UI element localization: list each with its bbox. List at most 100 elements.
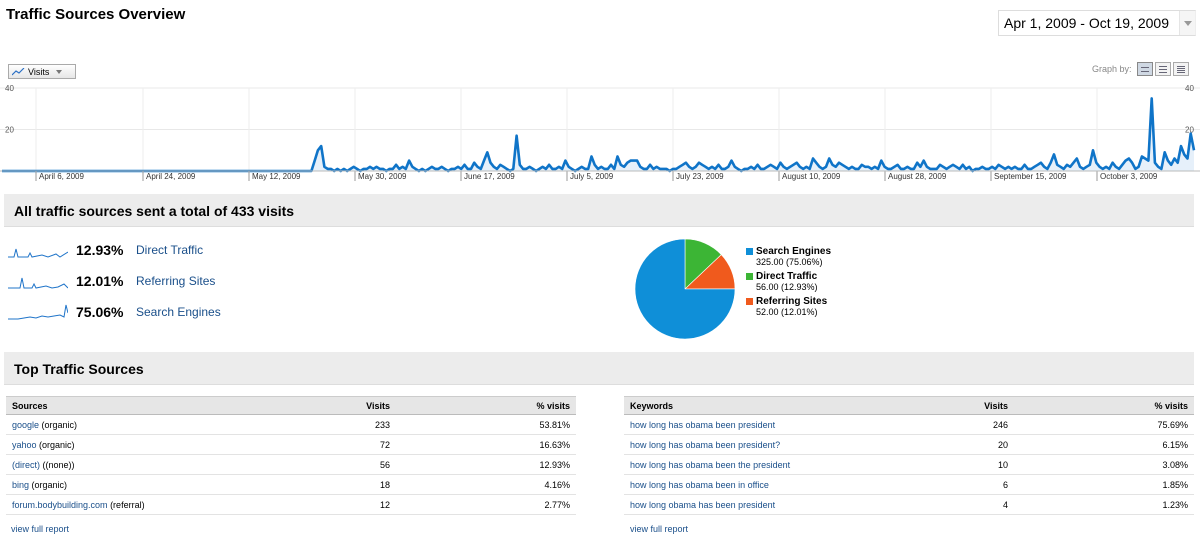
month-view-icon[interactable] bbox=[1172, 62, 1189, 76]
x-tick-label: July 5, 2009 bbox=[570, 172, 614, 181]
row-label: how long has obama been president bbox=[624, 414, 954, 435]
row-link[interactable]: how long has obama been the president bbox=[630, 459, 791, 470]
row-visits: 12 bbox=[336, 494, 396, 515]
legend-value: 325.00 (75.06%) bbox=[756, 257, 823, 267]
col-sources[interactable]: Sources bbox=[6, 396, 336, 415]
row-label: bing (organic) bbox=[6, 474, 336, 495]
row-visits: 233 bbox=[336, 414, 396, 435]
row-label: how long has obama been in office bbox=[624, 474, 954, 495]
row-pct: 4.16% bbox=[396, 474, 576, 495]
row-suffix: ((none)) bbox=[40, 459, 75, 470]
x-tick-label: August 28, 2009 bbox=[888, 172, 947, 181]
x-tick-label: May 30, 2009 bbox=[358, 172, 407, 181]
row-link[interactable]: yahoo bbox=[12, 439, 37, 450]
row-link[interactable]: forum.bodybuilding.com bbox=[12, 499, 108, 510]
col-pct-visits[interactable]: % visits bbox=[396, 396, 576, 415]
row-link[interactable]: how long has obama been in office bbox=[630, 479, 769, 490]
row-pct: 1.85% bbox=[1014, 474, 1194, 495]
legend-value: 52.00 (12.01%) bbox=[756, 307, 818, 317]
chevron-down-icon[interactable] bbox=[1179, 11, 1195, 35]
visits-line-chart[interactable]: 40 40 20 20 April 6, 2009 April 24, 2009 May 1… bbox=[0, 80, 1200, 185]
y-tick-label-right: 20 bbox=[1185, 126, 1194, 135]
stat-pct: 12.01% bbox=[76, 273, 124, 289]
row-visits: 18 bbox=[336, 474, 396, 495]
row-label: forum.bodybuilding.com (referral) bbox=[6, 494, 336, 515]
col-visits[interactable]: Visits bbox=[336, 396, 396, 415]
row-link[interactable]: how long obama has been president bbox=[630, 499, 776, 510]
table-row: how long has obama been president 246 75.6… bbox=[624, 414, 1194, 435]
stat-link-search[interactable]: Search Engines bbox=[136, 305, 221, 319]
row-label: how long has obama been the president bbox=[624, 454, 954, 475]
keywords-view-full-report[interactable]: view full report bbox=[630, 524, 689, 534]
summary-title: All traffic sources sent a total of 433 … bbox=[14, 203, 295, 219]
table-row: google (organic) 233 53.81% bbox=[6, 414, 576, 435]
pie-legend: Search Engines 325.00 (75.06%) Direct Tr… bbox=[746, 246, 831, 321]
row-visits: 6 bbox=[954, 474, 1014, 495]
legend-name: Search Engines bbox=[756, 246, 832, 257]
row-link[interactable]: (direct) bbox=[12, 459, 41, 470]
page-title: Traffic Sources Overview bbox=[6, 6, 186, 23]
stat-link-direct[interactable]: Direct Traffic bbox=[136, 243, 204, 257]
row-label: how long obama has been president bbox=[624, 494, 954, 515]
x-tick-label: July 23, 2009 bbox=[676, 172, 724, 181]
keywords-table: Keywords Visits % visits how long has ob… bbox=[624, 396, 1194, 515]
sparkline-direct bbox=[8, 248, 68, 258]
legend-item: Direct Traffic 56.00 (12.93%) bbox=[746, 271, 831, 292]
top-sources-title: Top Traffic Sources bbox=[14, 361, 144, 377]
traffic-pie-chart[interactable] bbox=[634, 238, 736, 345]
y-tick-label: 20 bbox=[5, 126, 14, 135]
stat-referring-sites: 12.01% Referring Sites bbox=[8, 271, 215, 291]
row-link[interactable]: how long has obama been president? bbox=[630, 439, 781, 450]
stat-pct: 12.93% bbox=[76, 242, 124, 258]
row-pct: 53.81% bbox=[396, 414, 576, 435]
row-pct: 2.77% bbox=[396, 494, 576, 515]
row-visits: 10 bbox=[954, 454, 1014, 475]
legend-item: Search Engines 325.00 (75.06%) bbox=[746, 246, 831, 267]
pie-slice-search-engines[interactable] bbox=[634, 238, 736, 340]
stat-search-engines: 75.06% Search Engines bbox=[8, 302, 221, 322]
x-tick-label: May 12, 2009 bbox=[252, 172, 301, 181]
sources-view-full-report[interactable]: view full report bbox=[11, 524, 70, 534]
row-link[interactable]: bing bbox=[12, 479, 30, 490]
table-row: forum.bodybuilding.com (referral) 12 2.77% bbox=[6, 494, 576, 515]
x-tick-label: June 17, 2009 bbox=[464, 172, 515, 181]
day-view-icon[interactable] bbox=[1136, 62, 1153, 76]
row-pct: 6.15% bbox=[1014, 434, 1194, 455]
table-header-row: Sources Visits % visits bbox=[6, 396, 576, 415]
row-visits: 20 bbox=[954, 434, 1014, 455]
summary-bar: All traffic sources sent a total of 433 … bbox=[4, 194, 1194, 227]
row-link[interactable]: google bbox=[12, 419, 40, 430]
swatch-search-engines bbox=[746, 248, 753, 255]
row-pct: 16.63% bbox=[396, 434, 576, 455]
row-link[interactable]: how long has obama been president bbox=[630, 419, 776, 430]
col-visits[interactable]: Visits bbox=[954, 396, 1014, 415]
row-label: yahoo (organic) bbox=[6, 434, 336, 455]
x-tick-label: April 6, 2009 bbox=[39, 172, 84, 181]
pie-svg bbox=[634, 238, 736, 340]
date-range-picker[interactable]: Apr 1, 2009 - Oct 19, 2009 bbox=[998, 10, 1196, 36]
legend-name: Referring Sites bbox=[756, 296, 828, 307]
stat-pct: 75.06% bbox=[76, 304, 124, 320]
table-row: how long has obama been president? 20 6.15… bbox=[624, 434, 1194, 455]
y-tick-label: 40 bbox=[5, 84, 14, 93]
week-view-icon[interactable] bbox=[1154, 62, 1171, 76]
stat-direct-traffic: 12.93% Direct Traffic bbox=[8, 240, 203, 260]
table-row: bing (organic) 18 4.16% bbox=[6, 474, 576, 495]
table-header-row: Keywords Visits % visits bbox=[624, 396, 1194, 415]
table-row: (direct) ((none)) 56 12.93% bbox=[6, 454, 576, 475]
col-pct-visits[interactable]: % visits bbox=[1014, 396, 1194, 415]
metric-select[interactable]: Visits bbox=[8, 64, 76, 79]
row-label: how long has obama been president? bbox=[624, 434, 954, 455]
sparkline-search bbox=[8, 304, 68, 320]
sources-table: Sources Visits % visits google (organic)… bbox=[6, 396, 576, 515]
row-suffix: (organic) bbox=[36, 439, 75, 450]
y-tick-label-right: 40 bbox=[1185, 84, 1194, 93]
row-pct: 75.69% bbox=[1014, 414, 1194, 435]
legend-item: Referring Sites 52.00 (12.01%) bbox=[746, 296, 831, 317]
stat-link-referring[interactable]: Referring Sites bbox=[136, 274, 216, 288]
legend-value: 56.00 (12.93%) bbox=[756, 282, 818, 292]
table-row: yahoo (organic) 72 16.63% bbox=[6, 434, 576, 455]
row-pct: 12.93% bbox=[396, 454, 576, 475]
x-tick-label: October 3, 2009 bbox=[1100, 172, 1158, 181]
col-keywords[interactable]: Keywords bbox=[624, 396, 954, 415]
